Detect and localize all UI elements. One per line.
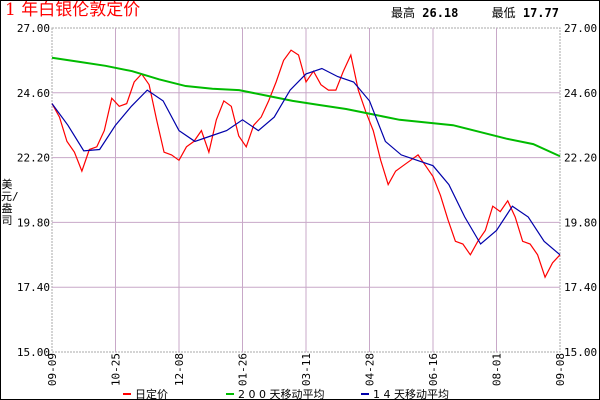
high-label: 最高	[391, 6, 416, 20]
low-label: 最低	[491, 6, 516, 20]
y-tick-label-right: 17.40	[564, 281, 597, 294]
y-tick-label-right: 19.80	[564, 216, 597, 229]
legend-label: 2 0 0 天移动平均	[238, 388, 325, 400]
x-tick-label: 08-01	[491, 353, 504, 386]
y-tick-label-right: 24.60	[564, 87, 597, 100]
x-tick-label: 09-08	[554, 353, 567, 386]
x-tick-label: 03-11	[300, 353, 313, 386]
series-line-0	[51, 49, 561, 279]
low-value: 17.77	[522, 6, 559, 20]
y-tick-label-right: 27.00	[564, 22, 597, 35]
series-line-1	[51, 56, 561, 158]
chart-title: 1 年白银伦敦定价	[5, 0, 141, 20]
x-tick-label: 06-16	[427, 353, 440, 386]
y-tick-label-left: 15.00	[17, 346, 50, 359]
y-tick-label-left: 19.80	[17, 216, 50, 229]
y-tick-label-left: 27.00	[17, 22, 50, 35]
series-line-2	[51, 67, 561, 256]
y-tick-label-left: 22.20	[17, 152, 50, 165]
x-tick-label: 09-09	[46, 353, 59, 386]
legend-label: 1 4 天移动平均	[373, 388, 449, 400]
x-tick-label: 12-08	[173, 353, 186, 386]
x-tick-label: 04-28	[364, 353, 377, 386]
x-tick-label: 10-25	[110, 353, 123, 386]
y-tick-label-right: 22.20	[564, 152, 597, 165]
legend-label: 日定价	[135, 387, 168, 400]
y-tick-label-left: 24.60	[17, 87, 50, 100]
x-tick-label: 01-26	[237, 353, 250, 386]
y-tick-label-right: 15.00	[564, 346, 597, 359]
high-value: 26.18	[422, 6, 459, 20]
y-tick-label-left: 17.40	[17, 281, 50, 294]
stats: 最高 26.18 最低 17.77	[391, 6, 585, 20]
